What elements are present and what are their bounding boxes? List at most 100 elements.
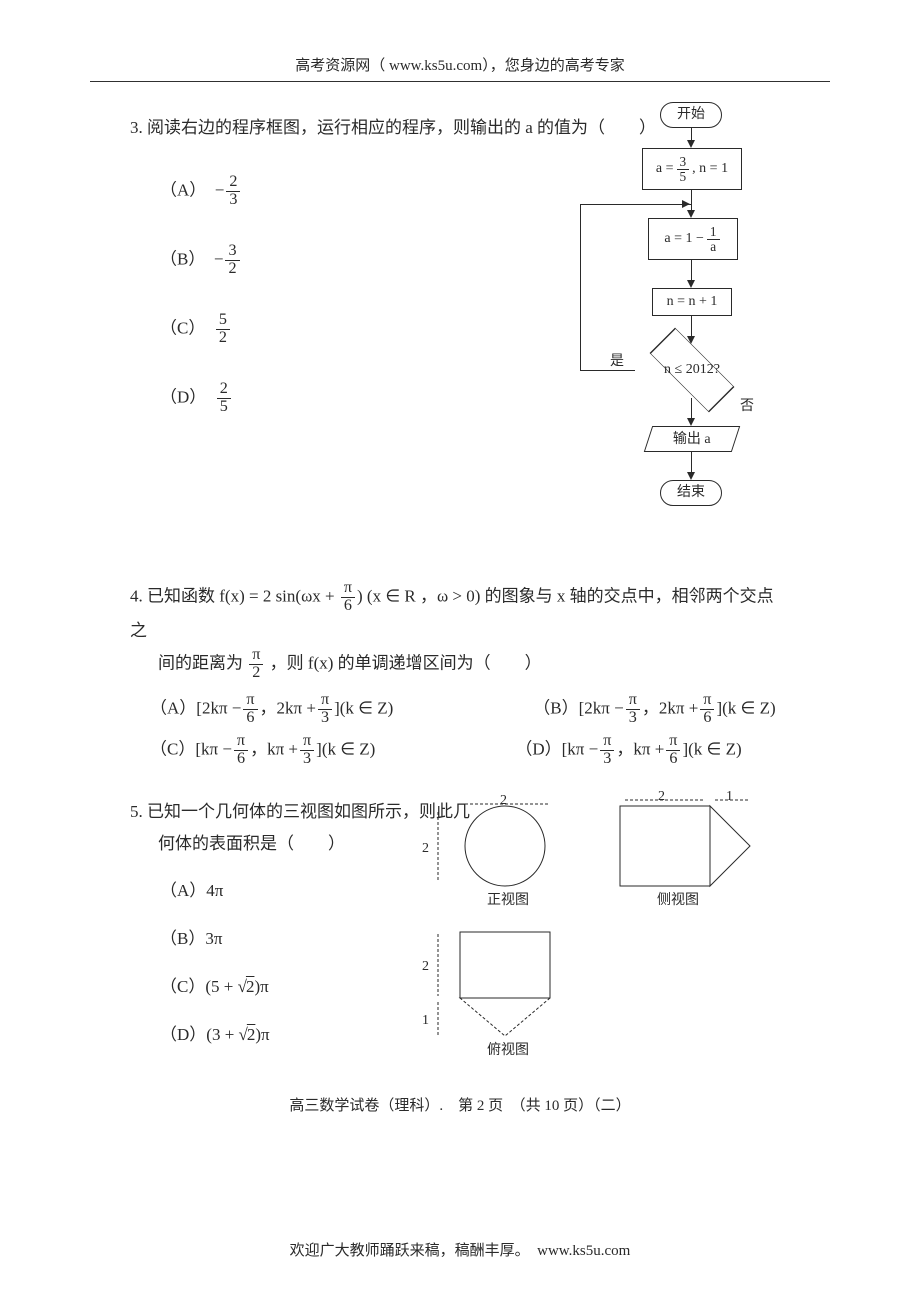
opt-text: （A）[2kπ − <box>150 698 241 717</box>
opt-text: ](k ∈ Z) <box>682 739 741 758</box>
frac-num: π <box>700 692 714 709</box>
dim-2: 2 <box>422 954 429 981</box>
frac-den: 3 <box>626 709 640 727</box>
fc-edge <box>691 398 692 420</box>
page-body: 3. 阅读右边的程序框图，运行相应的程序，则输出的 a 的值为（ ） （A） −… <box>90 112 830 1115</box>
q3-opt-b-label: （B） <box>160 250 205 269</box>
frac-den: 6 <box>700 709 714 727</box>
fc-step-left: a = 1 − <box>664 231 704 248</box>
q4-opt-a: （A）[2kπ −π6，2kπ +π3](k ∈ Z) <box>150 692 393 727</box>
frac-num: π <box>234 733 248 750</box>
fc-edge <box>691 452 692 474</box>
frac-den: 5 <box>217 398 231 416</box>
frac-num: π <box>300 733 314 750</box>
q3-opt-d-label: （D） <box>160 387 206 406</box>
frac-den: 2 <box>249 664 263 682</box>
side-view-label: 侧视图 <box>648 888 708 915</box>
page-header: 高考资源网（ www.ks5u.com），您身边的高考专家 <box>90 54 830 82</box>
opt-text: ](k ∈ Z) <box>316 739 375 758</box>
page-footer-line: 高三数学试卷（理科）. 第 2 页 （共 10 页）（二） <box>130 1094 790 1115</box>
frac-num: π <box>626 692 640 709</box>
opt-text: （B）[2kπ − <box>533 698 623 717</box>
frac-den: 3 <box>300 750 314 768</box>
fc-arrow-icon <box>687 210 695 218</box>
fc-output: 输出 a <box>644 426 740 452</box>
frac-den: 5 <box>677 169 690 184</box>
q4-opt-d: （D）[kπ −π3，kπ +π6](k ∈ Z) <box>515 733 741 768</box>
fc-arrow-icon <box>687 472 695 480</box>
fc-end: 结束 <box>660 480 722 506</box>
frac-den: 3 <box>600 750 614 768</box>
fc-edge <box>580 204 691 205</box>
frac-den: 6 <box>234 750 248 768</box>
q4-text: 间的距离为 <box>158 654 243 673</box>
opt-text: )π <box>255 1025 269 1044</box>
q3-flowchart: 开始 a = 35 , n = 1 a = 1 − 1a <box>550 102 810 542</box>
frac-num: π <box>600 733 614 750</box>
opt-text: ](k ∈ Z) <box>716 698 775 717</box>
q4-row2: （C）[kπ −π6，kπ +π3](k ∈ Z) （D）[kπ −π3，kπ … <box>130 733 790 768</box>
frac-den: 2 <box>216 329 230 347</box>
fc-arrow-icon <box>687 140 695 148</box>
fc-condition-label: n ≤ 2012? <box>632 342 752 398</box>
q4-opt-c: （C）[kπ −π6，kπ +π3](k ∈ Z) <box>150 733 375 768</box>
frac-num: 2 <box>226 174 240 191</box>
frac-den: 3 <box>318 709 332 727</box>
fc-edge <box>691 316 692 338</box>
frac-den: 2 <box>225 260 239 278</box>
fc-arrow-icon <box>682 200 690 208</box>
opt-text: （C）[kπ − <box>150 739 232 758</box>
page-bottom-note: 欢迎广大教师踊跃来稿，稿酬丰厚。 www.ks5u.com <box>0 1239 920 1260</box>
frac-num: 2 <box>217 381 231 398</box>
opt-text: （D）[kπ − <box>515 739 598 758</box>
q4-text: ，则 f(x) 的单调递增区间为（ ） <box>270 654 542 673</box>
fc-edge <box>691 260 692 282</box>
dim-2: 2 <box>422 836 429 863</box>
fc-yes-label: 是 <box>610 349 624 376</box>
fc-no-label: 否 <box>740 394 754 421</box>
opt-text: ，kπ + <box>616 739 664 758</box>
fc-edge <box>691 190 692 212</box>
opt-text: )π <box>254 977 268 996</box>
frac-den: 6 <box>243 709 257 727</box>
question-3: 3. 阅读右边的程序框图，运行相应的程序，则输出的 a 的值为（ ） （A） −… <box>130 112 790 552</box>
fc-edge <box>580 204 581 370</box>
views-svg <box>420 792 820 1052</box>
frac-den: 6 <box>341 597 355 615</box>
frac-den: 3 <box>226 191 240 209</box>
dim-2: 2 <box>658 784 665 811</box>
frac-num: π <box>249 647 263 664</box>
frac-num: 5 <box>216 312 230 329</box>
fc-init-right: , n = 1 <box>692 161 728 178</box>
dim-1: 1 <box>726 784 733 811</box>
frac-num: 1 <box>707 225 720 239</box>
q4-row1: （A）[2kπ −π6，2kπ +π3](k ∈ Z) （B）[2kπ −π3，… <box>130 692 790 727</box>
opt-text: ，2kπ + <box>642 698 698 717</box>
q4-prompt-line2: 间的距离为 π2 ，则 f(x) 的单调递增区间为（ ） <box>130 647 790 682</box>
opt-text: ，2kπ + <box>260 698 316 717</box>
fc-arrow-icon <box>687 280 695 288</box>
q3-opt-c-label: （C） <box>160 318 205 337</box>
dim-2: 2 <box>500 788 507 815</box>
question-5: 5. 已知一个几何体的三视图如图所示，则此几 何体的表面积是（ ） （A）4π … <box>130 796 790 1066</box>
frac-den: a <box>707 239 720 254</box>
fc-init-left: a = <box>656 161 674 178</box>
question-4: 4. 已知函数 f(x) = 2 sin(ωx + π6) (x ∈ R ，ω … <box>130 580 790 768</box>
fc-start: 开始 <box>660 102 722 128</box>
fc-output-label: 输出 a <box>649 427 735 453</box>
frac-num: π <box>341 580 355 597</box>
fc-edge <box>580 370 635 371</box>
frac-num: π <box>243 692 257 709</box>
frac-num: π <box>666 733 680 750</box>
fc-increment: n = n + 1 <box>652 288 732 316</box>
q4-prompt-line1: 4. 已知函数 f(x) = 2 sin(ωx + π6) (x ∈ R ，ω … <box>130 580 790 647</box>
exam-page: 高考资源网（ www.ks5u.com），您身边的高考专家 3. 阅读右边的程序… <box>0 0 920 1302</box>
frac-num: 3 <box>677 155 690 169</box>
opt-text: （D）(3 + <box>160 1025 239 1044</box>
opt-text: ](k ∈ Z) <box>334 698 393 717</box>
fc-init: a = 35 , n = 1 <box>642 148 742 190</box>
dim-1: 1 <box>422 1008 429 1035</box>
opt-text: ，kπ + <box>250 739 298 758</box>
sqrt-val: 2 <box>245 977 255 996</box>
frac-num: 3 <box>225 243 239 260</box>
